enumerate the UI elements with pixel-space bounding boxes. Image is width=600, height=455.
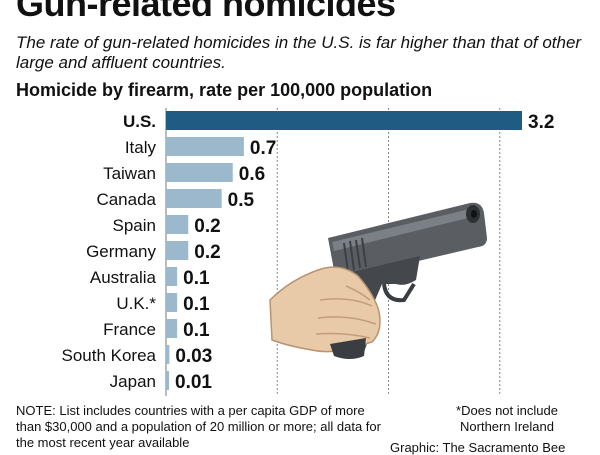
page-subtitle: The rate of gun-related homicides in the… — [16, 33, 582, 72]
category-label: Japan — [110, 372, 156, 391]
category-label: South Korea — [61, 346, 156, 365]
bars — [166, 111, 522, 390]
category-label: Canada — [96, 190, 156, 209]
bar-3 — [166, 189, 222, 208]
bar-10 — [166, 371, 169, 390]
category-label: U.S. — [123, 112, 156, 131]
value-label: 0.1 — [183, 320, 210, 341]
bar-4 — [166, 215, 189, 234]
value-labels: 3.2 0.7 0.6 0.5 0.2 0.2 0.1 0.1 0.1 0.03 0.01 — [175, 112, 554, 393]
category-label: Spain — [113, 216, 156, 235]
category-labels: U.S. Italy Taiwan Canada Spain Germany Austral… — [61, 112, 156, 391]
handgun-icon — [269, 202, 487, 359]
value-label: 0.2 — [194, 242, 220, 263]
bar-1 — [166, 137, 244, 156]
page-title: Gun-related homicides — [16, 0, 396, 24]
bar-0 — [166, 111, 522, 130]
value-label: 0.03 — [175, 346, 212, 367]
note-text: NOTE: List includes countries with a per… — [16, 403, 381, 450]
bar-5 — [166, 241, 189, 260]
bar-2 — [166, 163, 233, 182]
value-label: 3.2 — [528, 112, 554, 133]
credit-text: Graphic: The Sacramento Bee — [390, 440, 566, 455]
category-label: U.K.* — [116, 294, 156, 313]
value-label: 0.6 — [239, 164, 265, 185]
bar-7 — [166, 293, 178, 312]
bar-8 — [166, 319, 178, 338]
category-label: Taiwan — [103, 164, 156, 183]
chart-title: Homicide by firearm, rate per 100,000 po… — [16, 80, 433, 100]
value-label: 0.5 — [228, 190, 255, 211]
value-label: 0.1 — [183, 294, 210, 315]
footnote-text: *Does not include Northern Ireland — [456, 403, 558, 434]
value-label: 0.01 — [175, 372, 212, 393]
category-label: France — [103, 320, 156, 339]
bar-chart: U.S. Italy Taiwan Canada Spain Germany Austral… — [61, 108, 554, 396]
value-label: 0.7 — [250, 138, 276, 159]
bar-6 — [166, 267, 178, 286]
category-label: Italy — [125, 138, 157, 157]
value-label: 0.1 — [183, 268, 210, 289]
category-label: Germany — [86, 242, 156, 261]
bar-9 — [166, 345, 170, 364]
category-label: Australia — [90, 268, 157, 287]
value-label: 0.2 — [194, 216, 220, 237]
